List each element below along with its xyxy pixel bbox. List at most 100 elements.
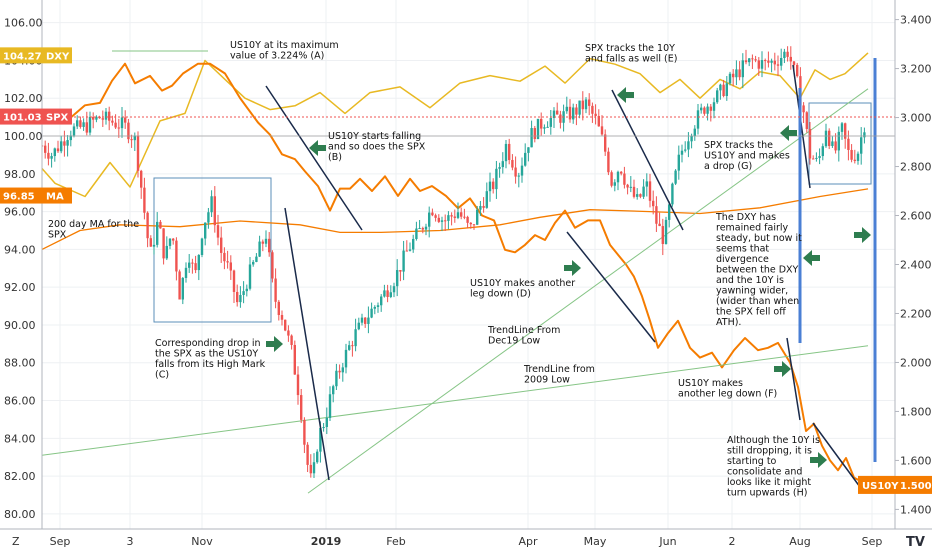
arrow-right-icon xyxy=(774,361,791,377)
candle-body xyxy=(159,221,162,229)
annotation-8: SPX tracks the US10Y and makes a drop (G) xyxy=(704,140,790,172)
spx-candle-167 xyxy=(575,103,578,126)
candle-body xyxy=(508,143,511,160)
spx-candle-83 xyxy=(306,442,309,473)
candle-body xyxy=(444,220,447,222)
candle-body xyxy=(476,209,479,225)
annotation-line: the SPX fell off xyxy=(716,307,786,318)
spx-candle-201 xyxy=(684,141,687,153)
candle-body xyxy=(732,73,735,78)
candle-body xyxy=(860,137,863,154)
annotation-line: Dec19 Low xyxy=(488,336,540,347)
spx-candle-257 xyxy=(863,127,866,144)
candle-body xyxy=(149,238,152,247)
candle-body xyxy=(232,270,236,292)
spx-candle-193 xyxy=(658,212,661,227)
spx-candle-154 xyxy=(533,125,536,143)
annotation-line: a drop (G) xyxy=(704,161,752,172)
x-tick-label: 3 xyxy=(127,535,134,548)
candle-body xyxy=(264,238,268,244)
spx-candle-122 xyxy=(431,208,434,217)
candle-body xyxy=(383,290,386,297)
spx-candle-43 xyxy=(178,269,181,300)
spx-candle-157 xyxy=(543,124,546,134)
candle-body xyxy=(690,135,693,142)
candle-body xyxy=(674,170,677,184)
spx-candle-138 xyxy=(482,197,485,213)
candle-body xyxy=(50,156,53,159)
x-tick-label: Nov xyxy=(191,535,213,548)
spx-candle-62 xyxy=(239,286,242,308)
candle-body xyxy=(844,123,847,139)
candle-body xyxy=(111,120,114,123)
spx-candle-158 xyxy=(546,121,549,128)
candle-body xyxy=(786,51,789,57)
left-tick-label: 86.00 xyxy=(4,395,36,408)
candle-body xyxy=(751,58,754,60)
candle-body xyxy=(76,120,79,127)
candle-body xyxy=(482,205,485,208)
annotation-line: SPX xyxy=(48,230,67,241)
spx-candle-124 xyxy=(437,214,440,224)
spx-candle-55 xyxy=(216,214,220,246)
spx-candle-176 xyxy=(604,129,607,156)
spx-candle-15 xyxy=(88,111,92,136)
spx-candle-58 xyxy=(226,250,229,269)
annotation-line: US10Y makes another xyxy=(470,278,575,289)
annotation-line: seems that xyxy=(716,244,769,255)
spx-candle-205 xyxy=(696,104,700,135)
spx-candle-233 xyxy=(786,46,789,62)
spx-candle-4 xyxy=(53,147,56,162)
candle-body xyxy=(840,123,844,132)
zoom-button-label[interactable]: Z xyxy=(12,535,20,548)
annotation-4: SPX tracks the 10Y and falls as well (E) xyxy=(585,43,677,65)
candle-body xyxy=(719,84,722,91)
annotation-3: Corresponding drop in the SPX as the US10… xyxy=(155,338,266,381)
candle-body xyxy=(434,215,437,218)
candle-body xyxy=(837,131,840,151)
spx-candle-247 xyxy=(831,136,834,148)
spx-candle-85 xyxy=(312,453,316,478)
spx-candle-35 xyxy=(152,236,156,255)
candle-body xyxy=(693,128,696,136)
candle-body xyxy=(421,228,424,230)
spx-candle-12 xyxy=(79,116,82,129)
spx-candle-191 xyxy=(652,190,655,215)
spx-candle-209 xyxy=(709,104,712,122)
series-us10y-line xyxy=(41,62,869,486)
candle-body xyxy=(504,143,508,162)
annotation-line: between the DXY xyxy=(716,265,799,276)
candle-body xyxy=(456,212,460,218)
spx-candle-36 xyxy=(156,212,159,248)
annotation-line: (B) xyxy=(328,152,342,163)
spx-candle-227 xyxy=(767,51,770,68)
spx-candle-26 xyxy=(124,110,127,129)
annotation-line: turn upwards (H) xyxy=(727,488,807,499)
right-tick-label: 2.000 xyxy=(900,356,932,369)
spx-candle-93 xyxy=(338,364,341,379)
candle-body xyxy=(613,182,616,186)
candle-body xyxy=(440,220,444,222)
candle-body xyxy=(636,194,639,197)
spx-candle-159 xyxy=(549,109,552,135)
left-tick-label: 96.00 xyxy=(4,206,36,219)
zoom-button[interactable] xyxy=(2,531,38,550)
spx-candle-24 xyxy=(117,118,120,138)
spx-candle-48 xyxy=(194,255,197,274)
spx-candle-111 xyxy=(396,259,399,297)
spx-candle-49 xyxy=(197,254,200,281)
annotation-10: US10Y makes another leg down (F) xyxy=(678,378,777,400)
candle-body xyxy=(677,154,680,171)
candle-body xyxy=(511,159,514,168)
candle-body xyxy=(770,60,773,63)
candle-body xyxy=(600,126,604,135)
candle-body xyxy=(812,158,815,160)
candle-body xyxy=(709,106,712,111)
x-tick-label: Jun xyxy=(658,535,676,548)
spx-candle-132 xyxy=(463,208,466,220)
annotation-line: Although the 10Y is xyxy=(727,435,820,446)
candle-body xyxy=(431,212,434,216)
spx-candle-5 xyxy=(56,140,60,154)
candle-body xyxy=(319,428,322,452)
annotation-line: starting to xyxy=(727,456,777,467)
